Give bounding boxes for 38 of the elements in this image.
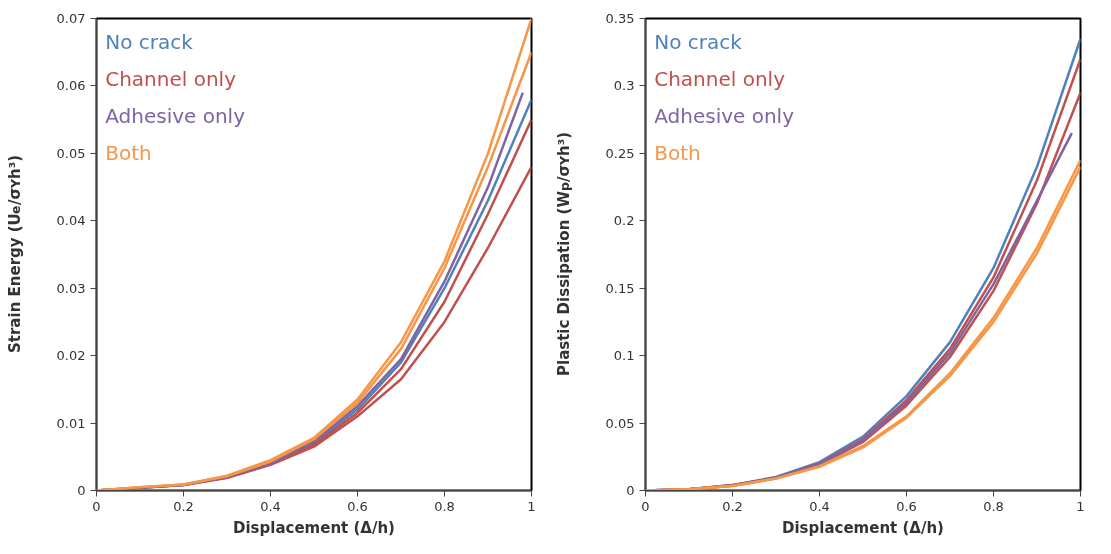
y-tick-label: 0	[77, 483, 86, 498]
y-tick-label: 0.2	[613, 213, 635, 229]
y-tick-label: 0.02	[56, 348, 86, 364]
text: Channel only	[654, 67, 786, 92]
text: No crack	[654, 30, 743, 55]
x-tick-label: 0.8	[434, 498, 455, 514]
y-tick-label: 0.06	[56, 78, 86, 94]
y-tick-label: 0.03	[56, 280, 86, 296]
text: Both	[654, 140, 701, 165]
x-axis-title: Displacement (Δ/h)	[782, 518, 944, 537]
x-tick-label: 0	[92, 498, 101, 514]
y-tick-label: 0.15	[605, 280, 635, 296]
y-tick-label: 0.25	[605, 145, 635, 161]
x-tick-label: 0.6	[347, 498, 368, 514]
y-tick-label: 0.07	[56, 11, 86, 26]
x-tick-label: 0.2	[173, 498, 194, 514]
y-tick-label: 0.05	[56, 145, 86, 161]
x-tick-label: 0.8	[983, 498, 1004, 514]
x-tick-label: 0	[641, 498, 650, 514]
x-tick-label: 0.4	[809, 498, 830, 514]
x-tick-label: 0.6	[896, 498, 917, 514]
text: Channel only	[105, 67, 237, 92]
y-tick-label: 0.3	[613, 78, 635, 94]
text: No crack	[105, 30, 194, 55]
x-tick-label: 1	[1076, 498, 1085, 514]
x-tick-label: 1	[527, 498, 536, 514]
text: Adhesive only	[654, 103, 795, 128]
y-tick-label: 0.04	[56, 213, 86, 229]
y-tick-label: 0	[626, 483, 635, 498]
text: Adhesive only	[105, 103, 246, 128]
x-axis-title: Displacement (Δ/h)	[233, 518, 395, 537]
y-tick-label: 0.01	[56, 415, 86, 431]
y-tick-label: 0.35	[605, 11, 635, 26]
x-tick-label: 0.2	[722, 498, 743, 514]
y-tick-label: 0.1	[613, 348, 635, 364]
x-tick-label: 0.4	[260, 498, 281, 514]
text: Both	[105, 140, 152, 165]
y-tick-label: 0.05	[605, 415, 635, 431]
